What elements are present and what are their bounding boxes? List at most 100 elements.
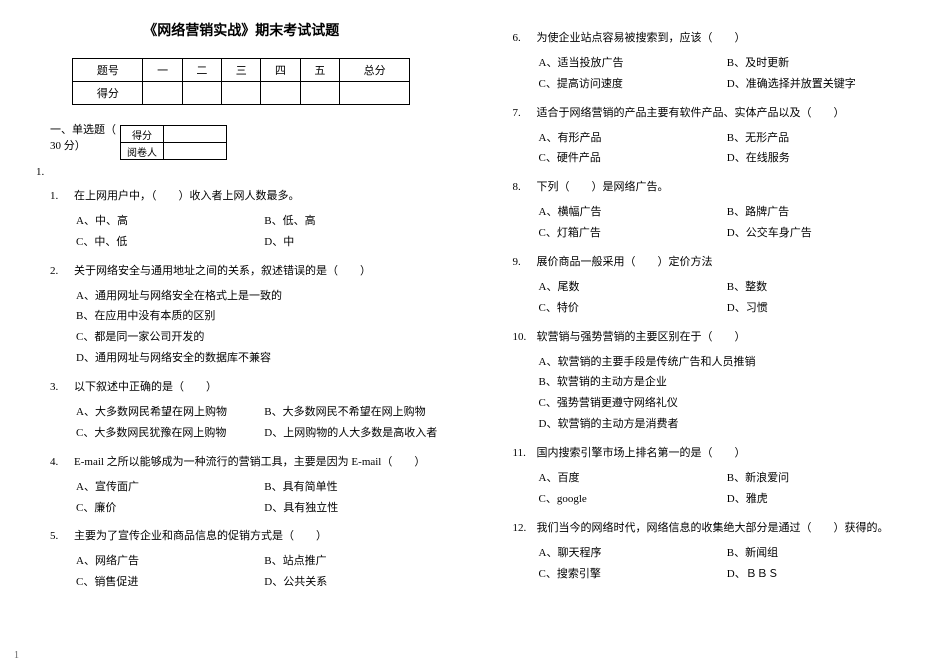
- option: C、廉价: [76, 498, 264, 519]
- question-number: 10.: [513, 327, 537, 348]
- option: C、提高访问速度: [539, 74, 727, 95]
- score-cell: [300, 82, 339, 105]
- option: C、硬件产品: [539, 148, 727, 169]
- option: A、有形产品: [539, 128, 727, 149]
- question-text: 主要为了宣传企业和商品信息的促销方式是（ ）: [74, 530, 327, 542]
- options: A、聊天程序B、新闻组C、搜索引擎D、ＢＢＳ: [539, 543, 916, 585]
- mini-blank: [164, 143, 227, 160]
- option: B、在应用中没有本质的区别: [76, 306, 453, 327]
- option: A、百度: [539, 468, 727, 489]
- option: A、适当投放广告: [539, 53, 727, 74]
- question-text: 以下叙述中正确的是（ ）: [74, 381, 217, 393]
- options: A、百度B、新浪爱问C、googleD、雅虎: [539, 468, 916, 510]
- question: 6.为使企业站点容易被搜索到，应该（ ）: [513, 28, 916, 49]
- score-cell: [340, 82, 410, 105]
- question-number: 1.: [50, 186, 74, 207]
- option: A、尾数: [539, 277, 727, 298]
- option: C、都是同一家公司开发的: [76, 327, 453, 348]
- option: A、聊天程序: [539, 543, 727, 564]
- question: 9.展价商品一般采用（ ）定价方法: [513, 252, 916, 273]
- option: B、新闻组: [727, 543, 915, 564]
- option: C、大多数网民犹豫在网上购物: [76, 423, 264, 444]
- options: A、通用网址与网络安全在格式上是一致的B、在应用中没有本质的区别C、都是同一家公…: [76, 286, 453, 370]
- question: 7.适合于网络营销的产品主要有软件产品、实体产品以及（ ）: [513, 103, 916, 124]
- options: A、宣传面广B、具有简单性C、廉价D、具有独立性: [76, 477, 453, 519]
- left-column: 《网络营销实战》期末考试试题 题号 一 二 三 四 五 总分 得分: [30, 20, 453, 593]
- option: D、上网购物的人大多数是高收入者: [264, 423, 452, 444]
- options: A、横幅广告B、路牌广告C、灯箱广告D、公交车身广告: [539, 202, 916, 244]
- mini-r2: 阅卷人: [121, 143, 164, 160]
- option: D、ＢＢＳ: [727, 564, 915, 585]
- option: A、宣传面广: [76, 477, 264, 498]
- score-h2: 二: [182, 59, 221, 82]
- question: 4.E-mail 之所以能够成为一种流行的营销工具，主要是因为 E-mail（ …: [50, 452, 453, 473]
- option: A、横幅广告: [539, 202, 727, 223]
- option: A、中、高: [76, 211, 264, 232]
- option: C、销售促进: [76, 572, 264, 593]
- option: D、准确选择并放置关键字: [727, 74, 915, 95]
- question-text: E-mail 之所以能够成为一种流行的营销工具，主要是因为 E-mail（ ）: [74, 456, 425, 468]
- options: A、网络广告B、站点推广C、销售促进D、公共关系: [76, 551, 453, 593]
- question-number: 7.: [513, 103, 537, 124]
- question-text: 适合于网络营销的产品主要有软件产品、实体产品以及（ ）: [537, 107, 845, 119]
- option: B、无形产品: [727, 128, 915, 149]
- option: B、整数: [727, 277, 915, 298]
- option: B、新浪爱问: [727, 468, 915, 489]
- question-text: 在上网用户中，（ ）收入者上网人数最多。: [74, 190, 300, 202]
- score-h1: 一: [143, 59, 182, 82]
- score-cell: [143, 82, 182, 105]
- question-text: 下列（ ）是网络广告。: [537, 181, 669, 193]
- section-1-label: 一、单选题（ 30 分）: [50, 121, 120, 153]
- score-h0: 题号: [73, 59, 143, 82]
- question-text: 国内搜索引擎市场上排名第一的是（ ）: [537, 447, 746, 459]
- options: A、尾数B、整数C、特价D、习惯: [539, 277, 916, 319]
- score-h4: 四: [261, 59, 300, 82]
- option: B、低、高: [264, 211, 452, 232]
- score-h5: 五: [300, 59, 339, 82]
- option: B、路牌广告: [727, 202, 915, 223]
- question: 11.国内搜索引擎市场上排名第一的是（ ）: [513, 443, 916, 464]
- options: A、软营销的主要手段是传统广告和人员推销B、软营销的主动方是企业C、强势营销更遵…: [539, 352, 916, 436]
- score-h6: 总分: [340, 59, 410, 82]
- options: A、中、高B、低、高C、中、低D、中: [76, 211, 453, 253]
- option: C、强势营销更遵守网络礼仪: [539, 393, 916, 414]
- question-number: 8.: [513, 177, 537, 198]
- option: C、搜索引擎: [539, 564, 727, 585]
- option: D、具有独立性: [264, 498, 452, 519]
- option: D、习惯: [727, 298, 915, 319]
- option: D、雅虎: [727, 489, 915, 510]
- question: 8.下列（ ）是网络广告。: [513, 177, 916, 198]
- option: C、google: [539, 489, 727, 510]
- question-text: 关于网络安全与通用地址之间的关系，叙述错误的是（ ）: [74, 265, 371, 277]
- question: 5.主要为了宣传企业和商品信息的促销方式是（ ）: [50, 526, 453, 547]
- page-number: 1: [14, 650, 19, 661]
- question: 2.关于网络安全与通用地址之间的关系，叙述错误的是（ ）: [50, 261, 453, 282]
- option: D、公交车身广告: [727, 223, 915, 244]
- score-cell: [222, 82, 261, 105]
- question-number: 12.: [513, 518, 537, 539]
- question-number: 4.: [50, 452, 74, 473]
- exam-title: 《网络营销实战》期末考试试题: [30, 20, 453, 40]
- option: D、在线服务: [727, 148, 915, 169]
- option: C、灯箱广告: [539, 223, 727, 244]
- question: 10.软营销与强势营销的主要区别在于（ ）: [513, 327, 916, 348]
- option: B、及时更新: [727, 53, 915, 74]
- option: B、具有简单性: [264, 477, 452, 498]
- mini-r1: 得分: [121, 126, 164, 143]
- option: D、中: [264, 232, 452, 253]
- option: B、站点推广: [264, 551, 452, 572]
- question-text: 展价商品一般采用（ ）定价方法: [537, 256, 713, 268]
- question: 12.我们当今的网络时代，网络信息的收集绝大部分是通过（ ）获得的。: [513, 518, 916, 539]
- question-number: 3.: [50, 377, 74, 398]
- option: A、软营销的主要手段是传统广告和人员推销: [539, 352, 916, 373]
- question-number: 5.: [50, 526, 74, 547]
- question-text: 为使企业站点容易被搜索到，应该（ ）: [537, 32, 746, 44]
- question-number: 9.: [513, 252, 537, 273]
- question-number: 6.: [513, 28, 537, 49]
- mini-score-table: 得分 阅卷人: [120, 125, 227, 160]
- options: A、大多数网民希望在网上购物B、大多数网民不希望在网上购物C、大多数网民犹豫在网…: [76, 402, 453, 444]
- option: A、通用网址与网络安全在格式上是一致的: [76, 286, 453, 307]
- mini-blank: [164, 126, 227, 143]
- question: 1.在上网用户中，（ ）收入者上网人数最多。: [50, 186, 453, 207]
- option: B、大多数网民不希望在网上购物: [264, 402, 452, 423]
